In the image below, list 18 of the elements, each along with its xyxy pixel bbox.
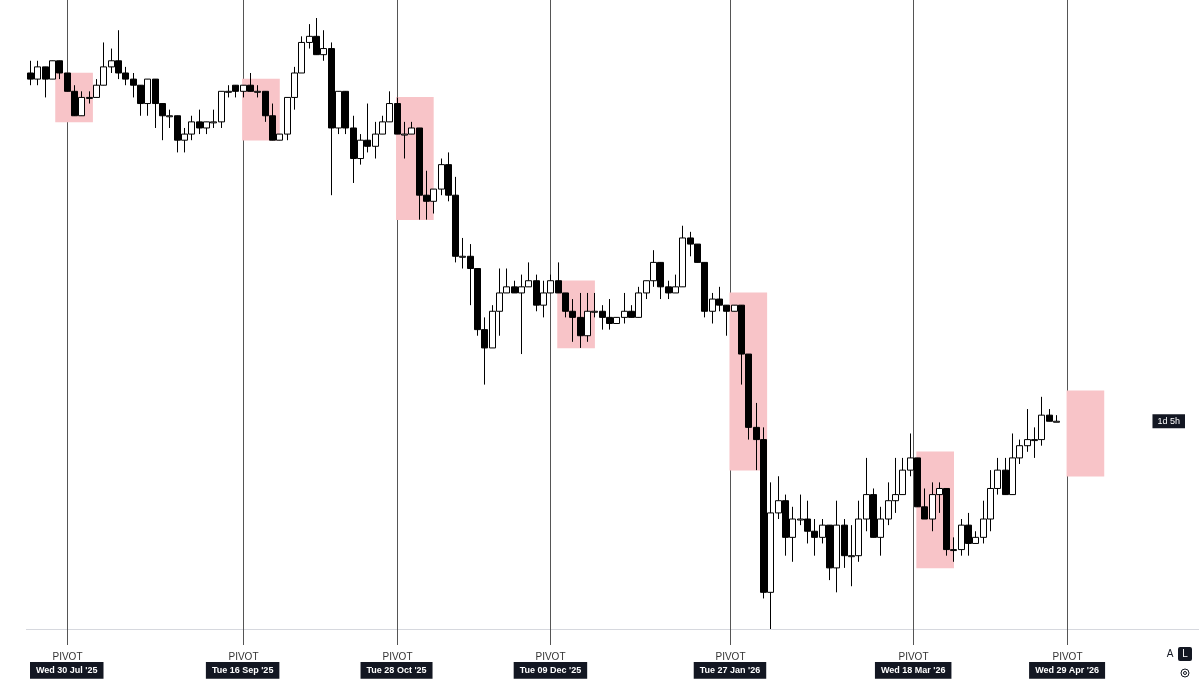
bar xyxy=(1066,390,1105,477)
text: L xyxy=(1178,647,1192,661)
annotation: 1d 5h xyxy=(1157,415,1180,426)
ref-line-label: PIVOT xyxy=(228,650,259,662)
x-tick-label: Wed 30 Jul '25 xyxy=(35,664,98,675)
text: A xyxy=(1165,647,1175,661)
ref-line-label: PIVOT xyxy=(1052,650,1083,662)
x-tick-label: Wed 29 Apr '26 xyxy=(1035,664,1099,675)
ref-line-label: PIVOT xyxy=(382,650,413,662)
x-tick-label: Tue 27 Jan '26 xyxy=(699,664,761,675)
x-tick-label: Tue 16 Sep '25 xyxy=(211,664,274,675)
ref-line-label: PIVOT xyxy=(715,650,746,662)
x-tick-label: Tue 09 Dec '25 xyxy=(519,664,582,675)
ref-line-label: PIVOT xyxy=(535,650,566,662)
x-tick-label: Tue 28 Oct '25 xyxy=(366,664,427,675)
ref-line-label: PIVOT xyxy=(52,650,83,662)
ref-line-label: PIVOT xyxy=(898,650,929,662)
x-tick-label: Wed 18 Mar '26 xyxy=(880,664,946,675)
